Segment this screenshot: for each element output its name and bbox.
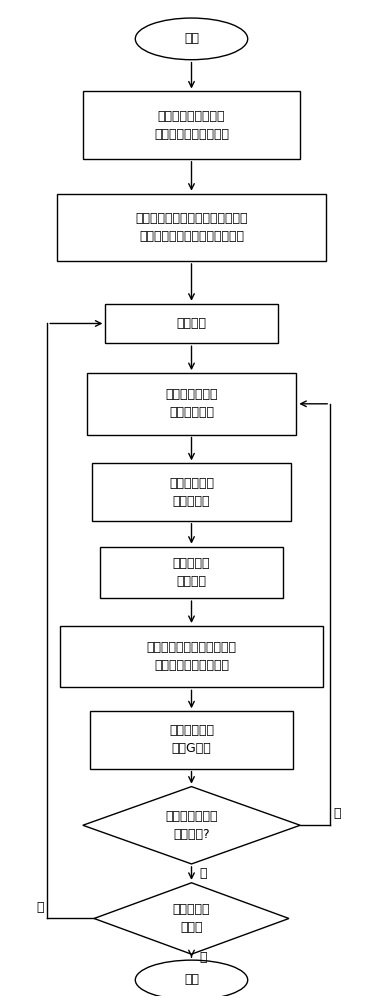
Text: 否: 否 <box>36 901 44 914</box>
Text: 遍历顶点: 遍历顶点 <box>177 317 206 330</box>
Text: 切割线与三角形面片各边求
交，获得打印路径数据: 切割线与三角形面片各边求 交，获得打印路径数据 <box>147 641 236 672</box>
FancyBboxPatch shape <box>61 626 322 687</box>
Text: 顶点是否遍
历完成: 顶点是否遍 历完成 <box>173 903 210 934</box>
FancyBboxPatch shape <box>57 194 326 261</box>
Text: 该顶点下面片是
否处理完?: 该顶点下面片是 否处理完? <box>165 810 218 841</box>
Text: 是: 是 <box>199 867 206 880</box>
Text: 路径数据处理
生成G代码: 路径数据处理 生成G代码 <box>169 724 214 755</box>
FancyBboxPatch shape <box>100 547 283 598</box>
Text: 求解最佳切
割线斜率: 求解最佳切 割线斜率 <box>173 557 210 588</box>
Text: 否: 否 <box>334 807 341 820</box>
FancyBboxPatch shape <box>83 91 300 159</box>
Polygon shape <box>83 787 300 864</box>
FancyBboxPatch shape <box>90 711 293 769</box>
Text: 结束: 结束 <box>184 973 199 986</box>
Text: 是: 是 <box>199 951 206 964</box>
FancyBboxPatch shape <box>92 463 291 521</box>
Ellipse shape <box>135 18 248 60</box>
Text: 设计逐层展开遍历方式，及模型分
岔处理算法，将顶点和面片排序: 设计逐层展开遍历方式，及模型分 岔处理算法，将顶点和面片排序 <box>135 212 248 243</box>
Ellipse shape <box>135 960 248 1000</box>
FancyBboxPatch shape <box>87 373 296 435</box>
FancyBboxPatch shape <box>105 304 278 343</box>
Text: 取出顶点下的一
个三角形面片: 取出顶点下的一 个三角形面片 <box>165 388 218 419</box>
Text: 开始: 开始 <box>184 32 199 45</box>
Text: 求解三角形面
片旋转角度: 求解三角形面 片旋转角度 <box>169 477 214 508</box>
Text: 待打印模型分离，建
立顶点和面片对应关系: 待打印模型分离，建 立顶点和面片对应关系 <box>154 110 229 141</box>
Polygon shape <box>94 883 289 954</box>
